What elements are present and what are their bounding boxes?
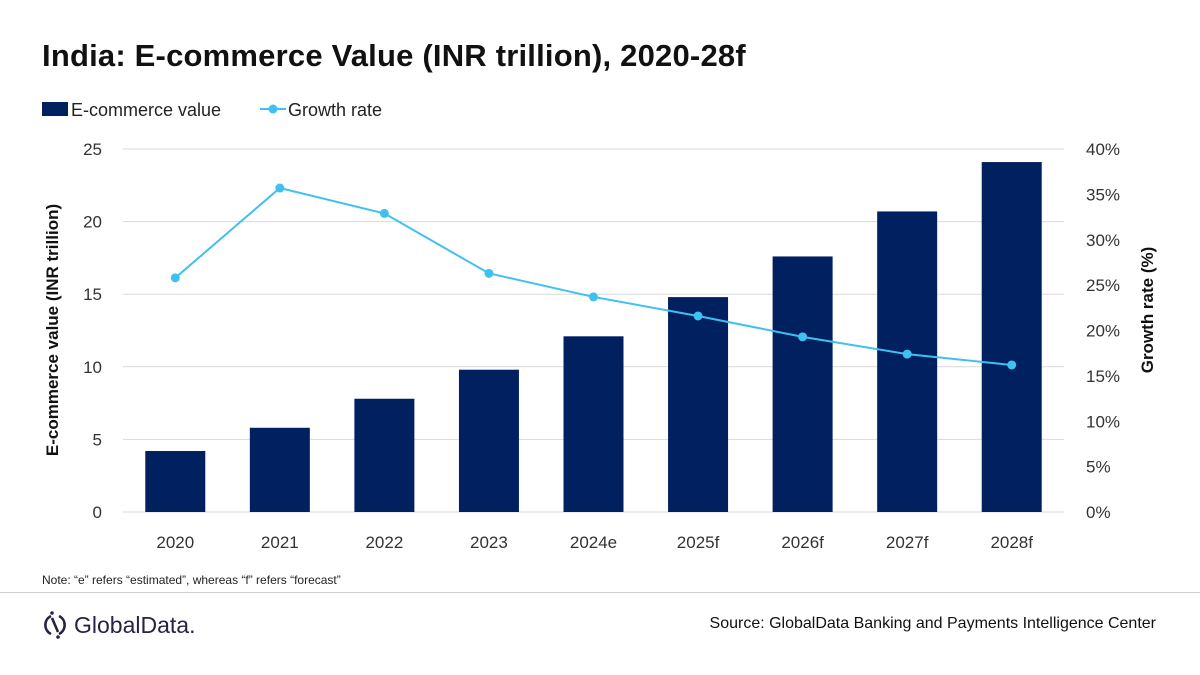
- x-tick-label: 2022: [365, 533, 403, 552]
- x-tick-label: 2024e: [570, 533, 617, 552]
- x-tick-label: 2020: [156, 533, 194, 552]
- y-tick-label: 20: [83, 213, 102, 232]
- growth-rate-point: [1007, 360, 1017, 370]
- y2-tick-label: 10%: [1086, 412, 1120, 431]
- bar: [668, 297, 729, 512]
- legend-line-marker: [268, 104, 278, 114]
- x-tick-label: 2026f: [781, 533, 824, 552]
- bar: [981, 162, 1042, 512]
- growth-rate-point: [275, 183, 285, 193]
- growth-rate-point: [693, 311, 703, 321]
- x-tick-label: 2023: [470, 533, 508, 552]
- x-tick-label: 2028f: [990, 533, 1033, 552]
- legend-line-label: Growth rate: [288, 100, 382, 120]
- y-tick-label: 0: [93, 503, 102, 522]
- growth-rate-point: [798, 332, 808, 342]
- y2-tick-label: 20%: [1086, 322, 1120, 341]
- growth-rate-point: [484, 268, 494, 278]
- growth-rate-point: [379, 208, 389, 218]
- y-tick-label: 25: [83, 140, 102, 159]
- chart-title: India: E-commerce Value (INR trillion), …: [42, 38, 746, 73]
- y2-tick-label: 40%: [1086, 140, 1120, 159]
- bar: [354, 398, 415, 512]
- y2-axis-label: Growth rate (%): [1138, 247, 1157, 374]
- y2-tick-label: 30%: [1086, 231, 1120, 250]
- divider: [0, 592, 1200, 593]
- bar: [458, 369, 519, 512]
- chart: 0 5 10 15 20 25 0% 5% 10% 15% 20% 25% 30% 35% 40% 2020 2…: [42, 100, 1157, 552]
- bar: [249, 427, 310, 512]
- y2-tick-label: 5%: [1086, 458, 1111, 477]
- y-axis-label: E-commerce value (INR trillion): [43, 204, 62, 456]
- y-tick-label: 15: [83, 285, 102, 304]
- globaldata-logo: GlobalData.: [42, 610, 195, 640]
- y2-tick-label: 15%: [1086, 367, 1120, 386]
- growth-rate-point: [589, 292, 598, 302]
- y2-tick-label: 0%: [1086, 503, 1111, 522]
- y-tick-label: 5: [93, 430, 102, 449]
- legend-bar-swatch: [42, 102, 68, 116]
- bar: [877, 211, 938, 512]
- chart-note: Note: “e” refers “estimated”, whereas “f…: [42, 573, 341, 587]
- bar: [145, 451, 206, 512]
- bar: [563, 336, 624, 512]
- y-tick-label: 10: [83, 358, 102, 377]
- x-tick-label: 2025f: [677, 533, 720, 552]
- y2-tick-label: 25%: [1086, 276, 1120, 295]
- growth-rate-point: [170, 273, 180, 283]
- legend-bar-label: E-commerce value: [71, 100, 221, 120]
- globaldata-logo-icon: [44, 611, 66, 639]
- bar: [772, 256, 833, 512]
- y2-tick-label: 35%: [1086, 185, 1120, 204]
- logo-text: GlobalData.: [74, 611, 196, 638]
- source-text: Source: GlobalData Banking and Payments …: [709, 615, 1156, 632]
- x-tick-label: 2027f: [886, 533, 929, 552]
- x-tick-label: 2021: [261, 533, 299, 552]
- growth-rate-point: [902, 349, 912, 359]
